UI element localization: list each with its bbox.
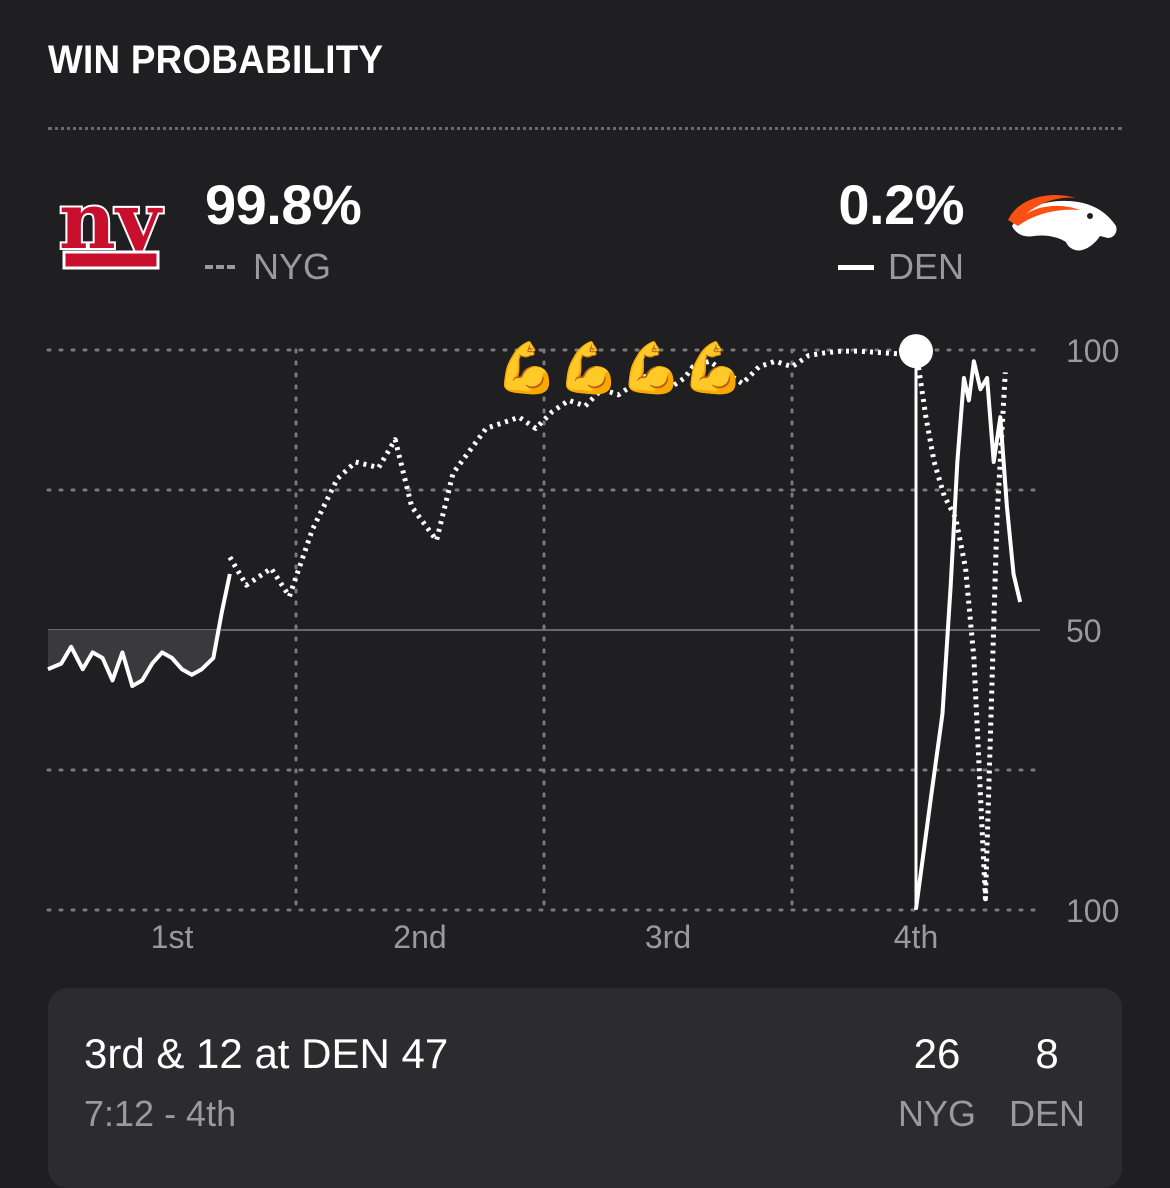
den-legend-label: DEN — [887, 246, 964, 287]
nyg-score: 26 — [913, 1030, 961, 1077]
den-series-line — [47, 573, 232, 688]
x-tick-label: 3rd — [645, 919, 691, 955]
flexed-biceps-icon: 💪💪💪💪 — [495, 339, 744, 396]
broncos-eye — [1087, 213, 1093, 219]
den-series-line — [914, 359, 1023, 910]
play-situation-card[interactable]: 3rd & 12 at DEN 47 7:12 - 4th 26 NYG 8 D… — [48, 988, 1122, 1188]
y-tick-label: 100 — [1066, 333, 1119, 369]
nyg-legend: NYG — [205, 246, 331, 288]
ny-giants-logo: ny — [57, 178, 166, 270]
game-clock: 7:12 - 4th — [84, 1093, 237, 1134]
nyg-series-line — [227, 348, 1008, 902]
x-tick-label: 4th — [894, 919, 938, 955]
page-title: WIN PROBABILITY — [48, 38, 384, 82]
nyg-legend-label: NYG — [253, 246, 332, 287]
x-tick-label: 1st — [151, 919, 194, 955]
den-probability: 0.2% — [838, 173, 964, 236]
solid-line-sample-icon — [837, 264, 874, 270]
y-tick-label: 100 — [1066, 893, 1119, 929]
ny-giants-logo-underline — [62, 250, 160, 270]
x-tick-label: 2nd — [393, 919, 446, 955]
den-area-fill — [48, 630, 230, 686]
broncos-mane — [1008, 194, 1080, 226]
dashed-line-sample-icon — [205, 265, 235, 269]
chart-fills — [48, 630, 230, 686]
y-tick-label: 50 — [1066, 613, 1102, 649]
down-and-distance: 3rd & 12 at DEN 47 — [84, 1030, 449, 1077]
chart-lines — [47, 348, 1023, 910]
nyg-score-label: NYG — [897, 1093, 976, 1134]
den-score-label: DEN — [1008, 1093, 1085, 1134]
header-divider — [48, 127, 1122, 130]
current-play-marker — [899, 334, 933, 369]
chart-ticks: 1st 2nd 3rd 4th 100 50 100 — [151, 333, 1120, 955]
win-probability-chart: 1st 2nd 3rd 4th 100 50 100 💪💪💪💪 — [46, 333, 1120, 955]
chart-markers — [899, 334, 933, 910]
broncos-logo — [1008, 194, 1117, 251]
den-score: 8 — [1035, 1030, 1059, 1077]
nyg-probability: 99.8% — [205, 173, 362, 236]
den-legend: DEN — [837, 246, 964, 288]
